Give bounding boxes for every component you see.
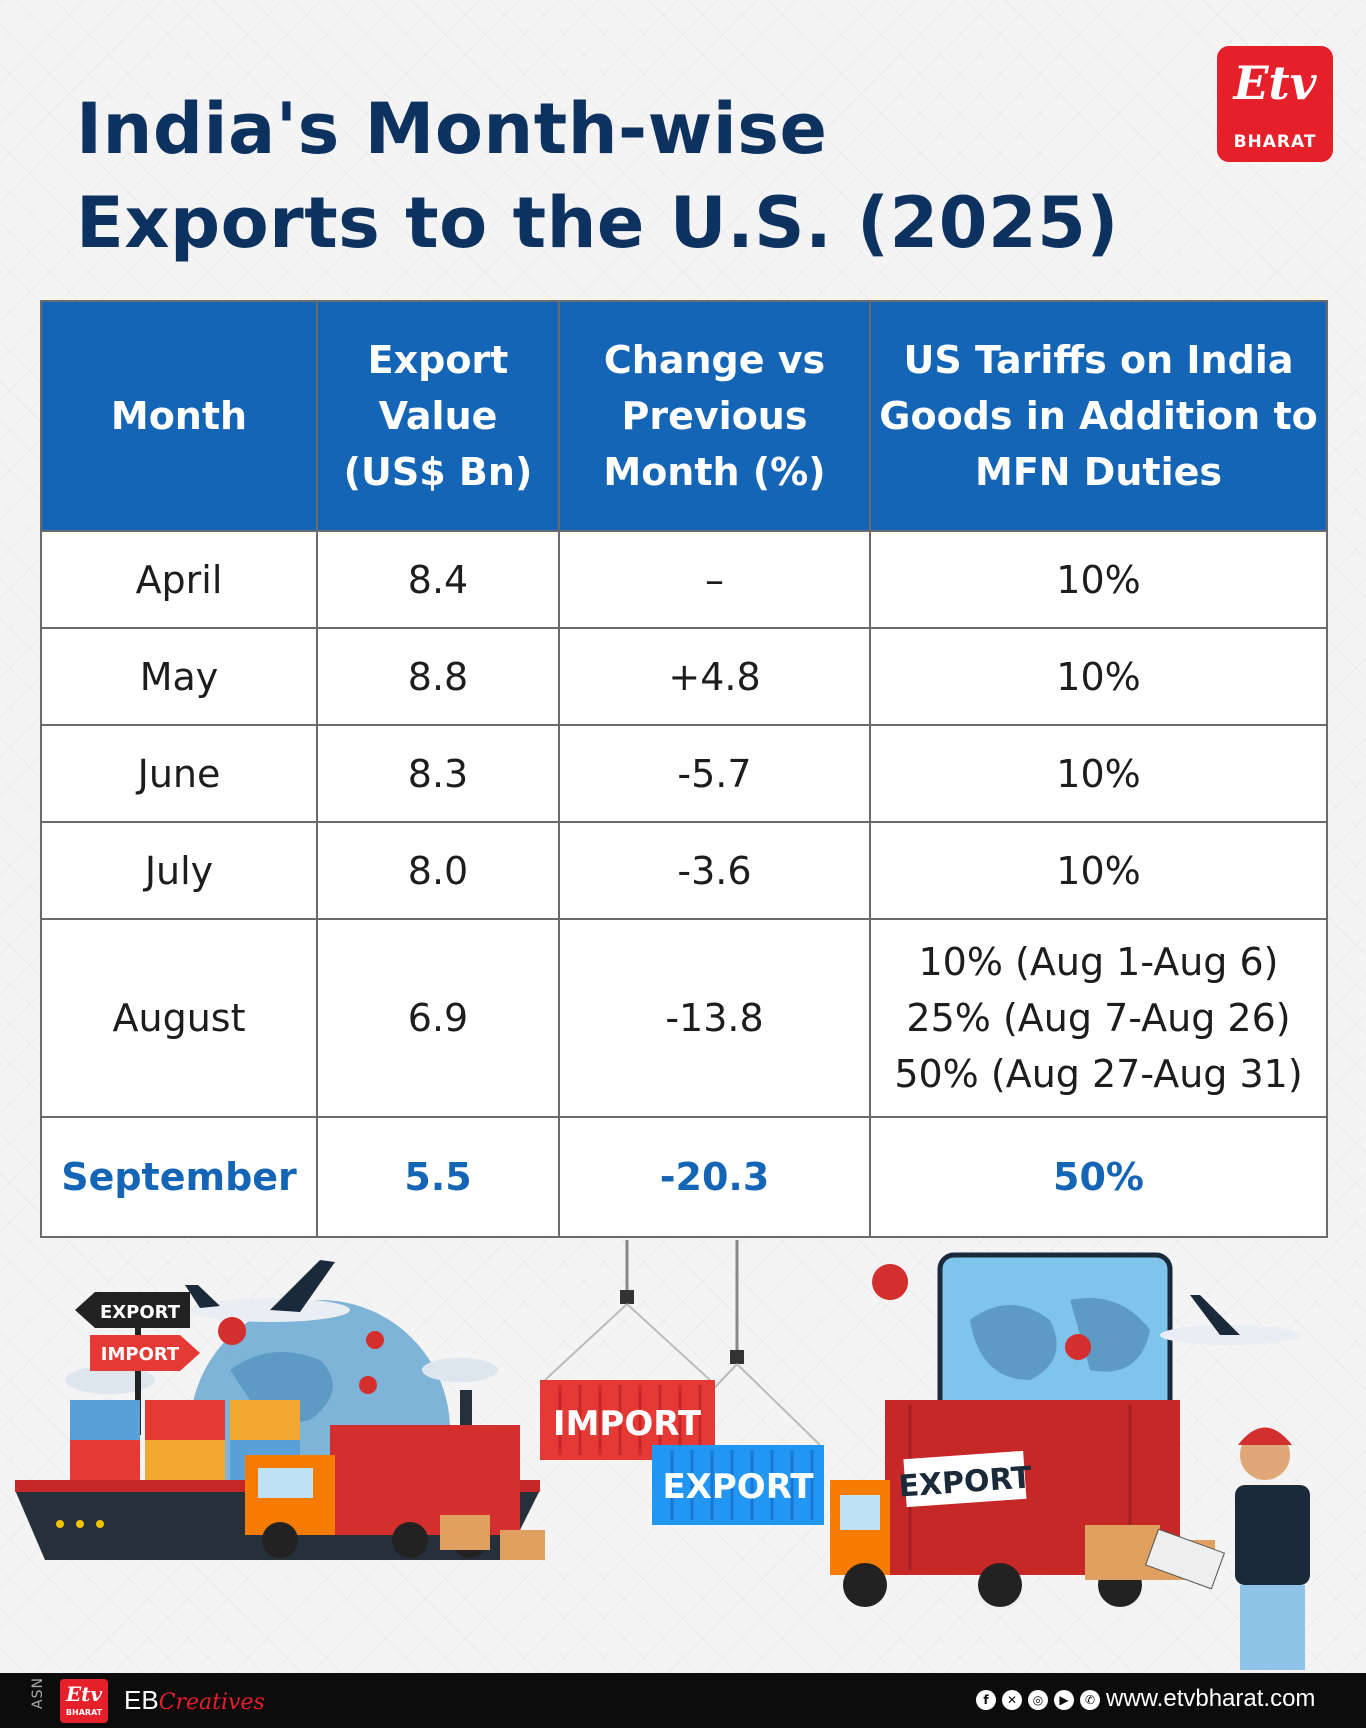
cell-month: May <box>40 627 318 726</box>
crane-hook-left <box>620 1290 634 1304</box>
social-icons: f ✕ ◎ ▶ ✆ <box>976 1689 1106 1710</box>
table-row: July 8.0 -3.6 10% <box>40 821 1328 920</box>
location-pin-icon <box>1065 1334 1092 1380</box>
exports-table: Month Export Value (US$ Bn) Change vs Pr… <box>40 300 1328 1238</box>
export-container-label: EXPORT <box>662 1467 814 1507</box>
table-row: May 8.8 +4.8 10% <box>40 627 1328 726</box>
worker-icon <box>1144 1427 1310 1670</box>
plane-left-icon <box>185 1260 350 1322</box>
title-line-2: Exports to the U.S. (2025) <box>76 182 1119 264</box>
title-line-1: India's Month-wise <box>76 88 828 170</box>
instagram-icon[interactable]: ◎ <box>1028 1690 1048 1710</box>
cell-change: – <box>558 530 871 629</box>
cell-value: 8.3 <box>316 724 560 823</box>
eb-creatives-logo: EBCreatives <box>124 1685 265 1715</box>
cell-month: June <box>40 724 318 823</box>
etv-bharat-logo: Etv BHARAT <box>1217 46 1333 162</box>
cell-change: -5.7 <box>558 724 871 823</box>
right-scene: EXPORT <box>830 1252 1310 1670</box>
signpost-import: IMPORT <box>90 1335 200 1371</box>
svg-text:EXPORT: EXPORT <box>100 1302 181 1323</box>
svg-text:IMPORT: IMPORT <box>101 1344 180 1365</box>
cell-change: -20.3 <box>558 1116 871 1238</box>
table-header-row: Month Export Value (US$ Bn) Change vs Pr… <box>40 300 1328 532</box>
table-row: August 6.9 -13.8 10% (Aug 1-Aug 6) 25% (… <box>40 918 1328 1118</box>
crane-hook-right <box>730 1350 744 1364</box>
cell-tariffs: 10% (Aug 1-Aug 6) 25% (Aug 7-Aug 26) 50%… <box>869 918 1328 1118</box>
cell-value: 5.5 <box>316 1116 560 1238</box>
export-container: EXPORT <box>652 1445 824 1525</box>
asn-label: ASN <box>29 1677 46 1709</box>
cell-value: 8.4 <box>316 530 560 629</box>
header-tariffs: US Tariffs on India Goods in Addition to… <box>869 300 1328 532</box>
location-pin-icon <box>218 1317 247 1367</box>
cell-tariffs: 50% <box>869 1116 1328 1238</box>
cell-tariffs: 10% <box>869 724 1328 823</box>
header-change: Change vs Previous Month (%) <box>558 300 871 532</box>
import-container-label: IMPORT <box>553 1404 702 1444</box>
cell-month: April <box>40 530 318 629</box>
location-pin-icon <box>359 1376 377 1394</box>
table-row-highlight: September 5.5 -20.3 50% <box>40 1116 1328 1238</box>
whatsapp-icon[interactable]: ✆ <box>1080 1690 1100 1710</box>
cell-month: July <box>40 821 318 920</box>
x-icon[interactable]: ✕ <box>1002 1690 1022 1710</box>
cell-change: -13.8 <box>558 918 871 1118</box>
cell-month: September <box>40 1116 318 1238</box>
table-row: April 8.4 – 10% <box>40 530 1328 629</box>
import-container: IMPORT <box>540 1380 715 1460</box>
cell-tariffs: 10% <box>869 530 1328 629</box>
cell-tariffs: 10% <box>869 821 1328 920</box>
youtube-icon[interactable]: ▶ <box>1054 1690 1074 1710</box>
cell-month: August <box>40 918 318 1118</box>
location-pin-icon <box>872 1264 909 1326</box>
cell-value: 8.0 <box>316 821 560 920</box>
logo-mark: Etv <box>1233 56 1317 110</box>
website-link[interactable]: www.etvbharat.com <box>1106 1685 1316 1712</box>
logo-word: BHARAT <box>1233 132 1317 152</box>
cell-tariffs: 10% <box>869 627 1328 726</box>
page-title: India's Month-wise Exports to the U.S. (… <box>76 82 1119 270</box>
cell-change: -3.6 <box>558 821 871 920</box>
location-pin-icon <box>366 1331 384 1349</box>
cell-value: 6.9 <box>316 918 560 1118</box>
left-scene: EXPORT IMPORT <box>15 1260 545 1560</box>
truck-export-sign <box>903 1450 1027 1508</box>
table-row: June 8.3 -5.7 10% <box>40 724 1328 823</box>
facebook-icon[interactable]: f <box>976 1690 996 1710</box>
header-export-value: Export Value (US$ Bn) <box>316 300 560 532</box>
truck-left-icon <box>245 1425 520 1558</box>
signpost-export: EXPORT <box>75 1292 190 1328</box>
plane-right-icon <box>1160 1295 1300 1345</box>
cell-change: +4.8 <box>558 627 871 726</box>
footer: ASN Etv BHARAT EBCreatives f ✕ ◎ ▶ ✆ www.etv… <box>0 1673 1366 1728</box>
header-month: Month <box>40 300 318 532</box>
trade-illustration: IMPORT EXPORT EXPORT <box>15 1240 1310 1670</box>
footer-etv-logo: Etv BHARAT <box>60 1679 108 1723</box>
cell-value: 8.8 <box>316 627 560 726</box>
